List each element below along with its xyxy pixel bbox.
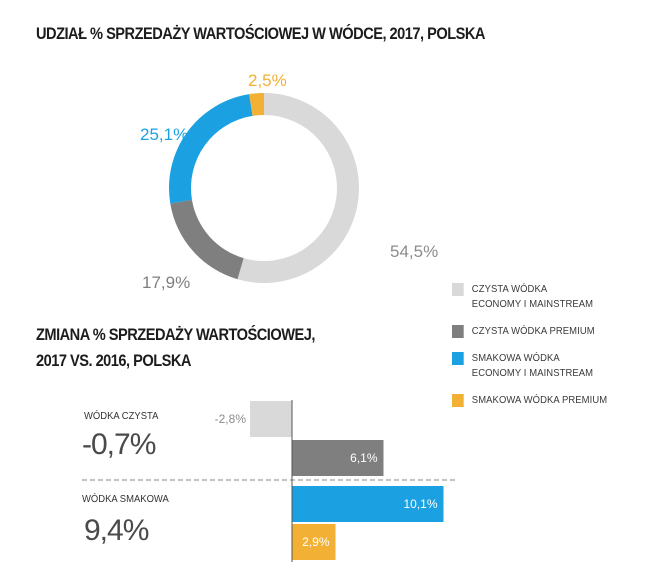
legend-label: SMAKOWA WÓDKA ECONOMY I MAINSTREAM	[471, 352, 594, 379]
bar-smakowa-premium	[292, 524, 336, 560]
bar-chart-title-line-2: 2017 VS. 2016, POLSKA	[36, 351, 191, 370]
bar-smakowa-economy	[292, 486, 444, 522]
bar-label-czysta-premium: 6,1%	[350, 451, 378, 465]
donut-label-czysta-economy: 54,5%	[390, 242, 438, 261]
legend-item-smakowa-economy: SMAKOWA WÓDKA ECONOMY I MAINSTREAM	[452, 351, 632, 381]
legend: CZYSTA WÓDKA ECONOMY I MAINSTREAM CZYSTA …	[452, 282, 652, 420]
bar-czysta-economy	[250, 401, 292, 437]
donut-slice-czysta-economy	[237, 93, 359, 283]
bar-chart-title: ZMIANA % SPRZEDAŻY WARTOŚCIOWEJ, 2017 VS…	[36, 322, 315, 374]
legend-item-czysta-premium: CZYSTA WÓDKA PREMIUM	[452, 324, 632, 339]
legend-swatch	[452, 394, 464, 407]
donut-chart: 54,5% 17,9% 25,1% 2,5%	[140, 71, 438, 292]
bar-label-smakowa-premium: 2,9%	[302, 535, 330, 549]
legend-swatch	[452, 352, 464, 365]
pie-chart-title: UDZIAŁ % SPRZEDAŻY WARTOŚCIOWEJ W WÓDCE,…	[36, 24, 485, 43]
donut-slice-smakowa-economy	[169, 94, 253, 204]
group-value-smakowa: 9,4%	[84, 514, 149, 547]
legend-swatch	[452, 283, 464, 296]
legend-label: CZYSTA WÓDKA PREMIUM	[471, 325, 595, 337]
legend-swatch	[452, 325, 464, 338]
donut-slice-smakowa-premium	[249, 93, 264, 116]
bar-czysta-premium	[292, 440, 384, 476]
legend-label: CZYSTA WÓDKA ECONOMY I MAINSTREAM	[471, 283, 594, 310]
legend-item-czysta-economy: CZYSTA WÓDKA ECONOMY I MAINSTREAM	[452, 282, 632, 312]
bar-label-smakowa-economy: 10,1%	[403, 497, 437, 511]
donut-label-czysta-premium: 17,9%	[142, 273, 190, 292]
bar-chart-title-line-1: ZMIANA % SPRZEDAŻY WARTOŚCIOWEJ,	[36, 325, 315, 344]
donut-slice-czysta-premium	[170, 199, 244, 280]
donut-label-smakowa-economy: 25,1%	[140, 125, 188, 144]
bar-label-czysta-economy: -2,8%	[215, 412, 247, 426]
legend-label: SMAKOWA WÓDKA PREMIUM	[471, 394, 608, 406]
group-value-czysta: -0,7%	[82, 428, 156, 461]
group-name-czysta: WÓDKA CZYSTA	[84, 410, 159, 422]
donut-label-smakowa-premium: 2,5%	[248, 71, 287, 90]
group-name-smakowa: WÓDKA SMAKOWA	[82, 493, 169, 505]
legend-item-smakowa-premium: SMAKOWA WÓDKA PREMIUM	[452, 393, 632, 408]
